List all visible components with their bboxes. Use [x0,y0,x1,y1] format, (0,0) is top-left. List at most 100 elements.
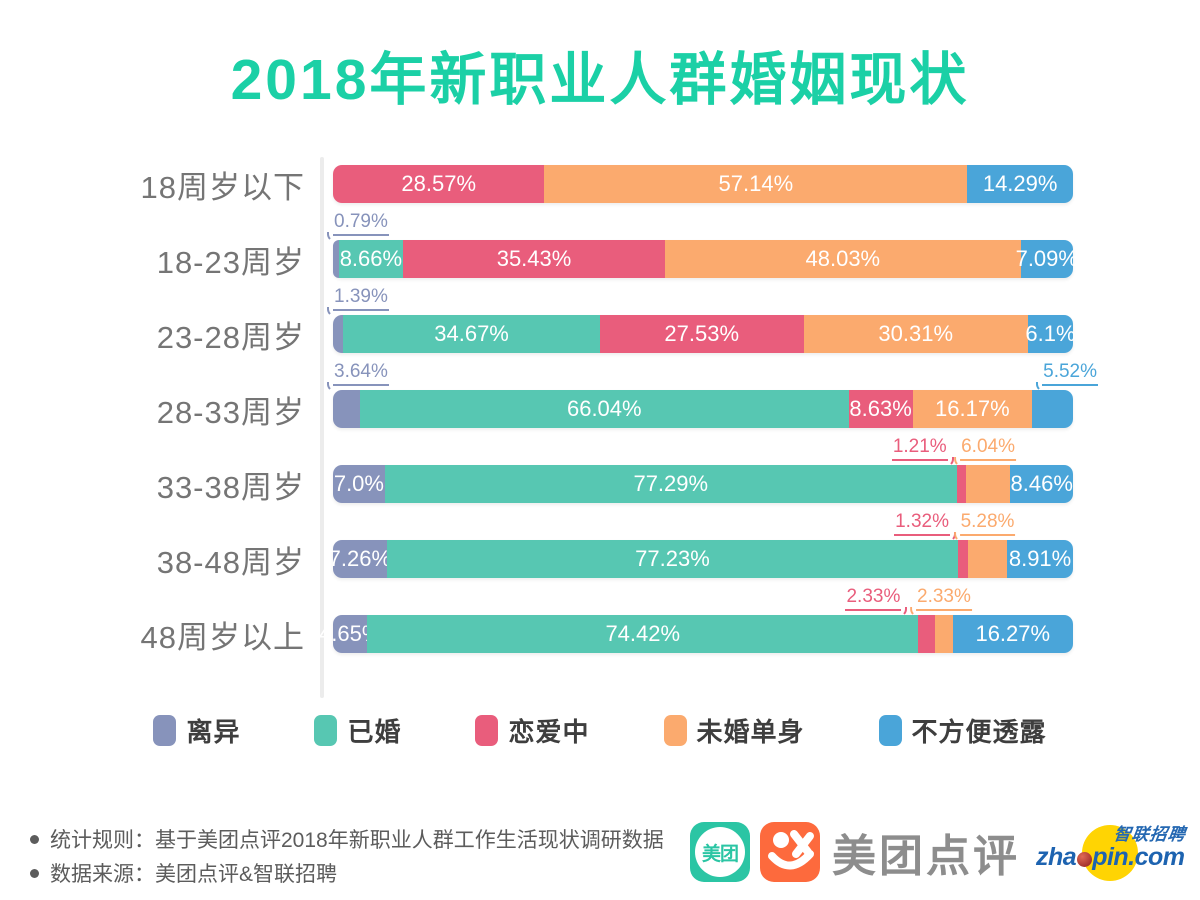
stacked-bar: 28.57% 57.14% 14.29% [333,165,1074,203]
value-label: 57.14% [718,171,794,196]
bullet-icon [30,868,39,878]
bar-segment: 30.31% [803,315,1028,353]
bar-segment: 6.1% [1025,315,1076,353]
legend-label: 不方便透露 [911,717,1047,747]
legend-swatch-icon [314,715,338,746]
stacked-bar: 7.0% 77.29% 1.21% 6.04% 8.46% [333,437,1074,503]
value-label: 7.26% [328,546,392,571]
bar-segment: 8.66% [338,240,403,278]
bar-segment: 8.46% [1010,465,1074,503]
bar-segment: 4.65% [319,615,381,653]
value-label: 8.46% [1010,471,1073,496]
category-label: 33-38周岁 [156,469,305,505]
bullet-icon [30,834,39,844]
bar-segment: 1.39% [327,287,389,353]
value-label: 27.53% [664,321,740,346]
callout-label: 5.52% [1036,362,1098,392]
bar-segment: 7.09% [1016,240,1078,278]
category-label: 18周岁以下 [140,169,305,205]
bar-chart: 18周岁以下 28.57% 57.14% 14.29% 18-23周岁 0.79% 8.66… [0,157,1200,698]
legend-label: 离异 [186,717,241,747]
bar-segment: 2.33% [845,587,936,653]
brand-logos: 美团 美团点评 智联招聘 zha pin.com [690,820,1188,884]
footnote-list: 统计规则：基于美团点评2018年新职业人群工作生活现状调研数据 数据来源：美团点… [30,822,664,890]
callout-label: 6.04% [954,437,1016,467]
bar-segment: 0.79% [327,212,389,278]
category-label: 48周岁以上 [140,619,305,655]
bar-segment: 74.42% [367,615,919,653]
bar-segment: 16.17% [912,390,1033,428]
callout-label: 5.28% [953,512,1016,542]
bar-segment: 2.33% [910,587,972,653]
stacked-bar: 4.65% 74.42% 2.33% 2.33% 16.27% [319,587,1073,653]
bar-segment: 7.0% [333,465,385,503]
legend-label: 恋爱中 [508,717,590,747]
bar-segment: 57.14% [544,165,968,203]
zhaopin-dot-icon [1077,851,1093,867]
callout-label: 0.79% [327,212,389,242]
footnote-item: 统计规则：基于美团点评2018年新职业人群工作生活现状调研数据 [30,822,664,856]
meituan-logo-text: 美团 [701,843,739,865]
bar-segment: 27.53% [599,315,804,353]
stacked-bar: 0.79% 8.66% 35.43% 48.03% 7.09% [327,212,1078,278]
legend-item: 恋爱中 [475,712,589,749]
bar-segment: 8.63% [848,390,913,428]
value-label: 8.91% [1008,546,1072,571]
value-label: 35.43% [496,246,572,271]
value-label: 34.67% [434,321,509,346]
bar-segment: 5.28% [953,512,1016,578]
footnote-text: 统计规则：基于美团点评2018年新职业人群工作生活现状调研数据 [50,829,664,852]
legend-item: 未婚单身 [663,712,805,749]
stacked-bar: 7.26% 77.23% 1.32% 5.28% 8.91% [329,512,1073,578]
zhaopin-domain-text: zha pin.com [1036,843,1185,872]
value-label: 7.09% [1015,246,1078,271]
bar-segment: 1.21% [891,437,966,503]
value-label: 30.31% [878,321,954,346]
value-label: 28.57% [401,171,477,196]
bar-segment: 28.57% [333,165,545,203]
stacked-bar: 1.39% 34.67% 27.53% 30.31% 6.1% [327,287,1076,353]
legend-swatch-icon [663,715,687,746]
legend-label: 未婚单身 [696,717,805,747]
bar-segment: 77.23% [386,540,959,578]
stacked-bar: 3.64% 66.04% 8.63% 16.17% 5.52% [327,362,1098,428]
callout-label: 1.39% [327,287,389,317]
value-label: 8.66% [339,246,403,271]
legend-label: 已婚 [347,717,402,747]
zhaopin-circle-icon [1082,825,1138,881]
value-label: 48.03% [805,246,881,271]
legend-item: 已婚 [314,712,401,749]
value-label: 6.1% [1025,321,1076,346]
dianping-logo-icon [760,822,820,882]
footnote-item: 数据来源：美团点评&智联招聘 [30,856,664,890]
legend-swatch-icon [878,715,902,746]
value-label: 8.63% [849,396,912,421]
zhaopin-logo: 智联招聘 zha pin.com [1036,820,1188,884]
callout-label: 3.64% [327,362,389,392]
bar-segment: 16.27% [952,615,1073,653]
category-label: 18-23周岁 [156,244,305,280]
axis-line [320,157,324,698]
bar-segment: 1.32% [894,512,968,578]
bar-segment: 34.67% [343,315,600,353]
callout-label: 2.33% [845,587,908,617]
bar-segment: 5.52% [1032,362,1098,428]
callout-label: 2.33% [910,587,972,617]
value-label: 7.0% [333,471,384,496]
callout-label: 1.32% [894,512,956,542]
value-label: 74.42% [605,621,681,646]
legend-swatch-icon [153,715,177,746]
callout-label: 1.21% [891,437,954,467]
bar-segment: 35.43% [402,240,666,278]
zhaopin-domain-prefix: zha [1036,843,1077,871]
zhaopin-domain-suffix: pin.com [1092,843,1185,871]
bar-segment: 77.29% [384,465,957,503]
chart-row: 33-38周岁 7.0% 77.29% 1.21% 6.04% 8.46% [0,437,1200,505]
value-label: 77.23% [635,546,710,571]
bar-segment: 6.04% [954,437,1016,503]
chart-row: 28-33周岁 3.64% 66.04% 8.63% 16.17% 5.52% [0,362,1200,430]
zhaopin-cn-text: 智联招聘 [1112,825,1188,844]
meituan-logo-circle: 美团 [695,827,745,877]
chart-row: 48周岁以上 4.65% 74.42% 2.33% 2.33% 16.27% [0,587,1200,655]
chart-row: 18周岁以下 28.57% 57.14% 14.29% [0,165,1200,205]
